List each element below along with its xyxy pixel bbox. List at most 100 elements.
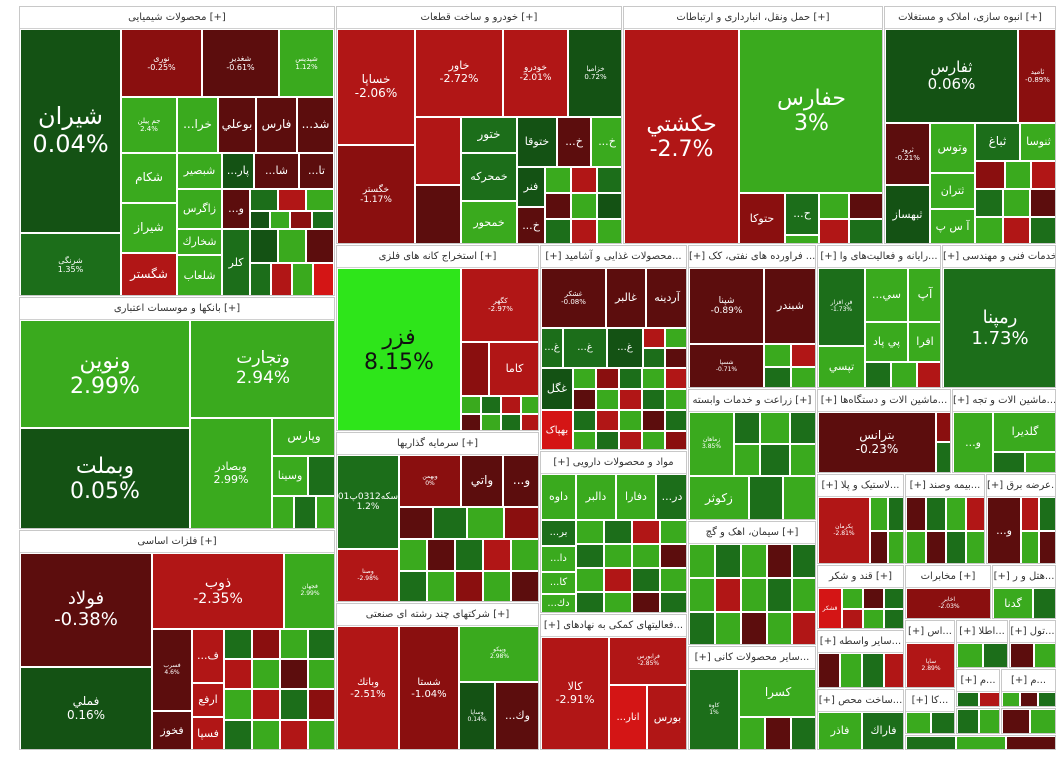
tile-shpdis[interactable]: شپدیس 1.12% [279,29,334,97]
tile-minor[interactable] [1006,736,1055,749]
tile-minor[interactable] [888,531,903,563]
sector-pharma[interactable]: [+] مواد و محصولات دارویی داوه دالبر دفا… [540,451,687,613]
tile-fsros[interactable]: فسرب 4.6% [152,629,192,711]
tile-minor[interactable] [906,497,926,531]
tile-minor[interactable] [1021,497,1039,531]
tile-minor[interactable] [734,412,760,444]
tile-minor[interactable] [936,412,950,442]
tile-vpars[interactable]: وپارس [272,418,334,456]
sector-auto[interactable]: خودرو و ساخت قطعات [+] خساپا -2.06% خاور… [336,6,622,244]
tile-minor[interactable] [715,612,741,644]
tile-vati[interactable]: واتي [461,455,503,507]
sector-mining[interactable]: استخراج کانه های فلزی [+] فزر 8.15% کگهر… [336,245,539,431]
tile-minor[interactable] [224,659,252,689]
tile-minor[interactable] [399,539,427,571]
tile-minor[interactable] [926,497,946,531]
sector-print[interactable]: [+] اطلا... [956,620,1008,668]
tile-minor[interactable] [1031,161,1055,189]
tile-dalber[interactable]: دالبر [576,474,616,520]
tile-minor[interactable] [399,571,427,601]
tile-minor[interactable] [571,219,597,243]
tile-minor[interactable] [966,497,984,531]
tile-minor[interactable] [792,612,815,644]
tile-minor[interactable] [764,344,791,367]
tile-thtran[interactable]: ثتران [930,173,975,209]
tile-minor[interactable] [983,643,1007,667]
tile-tbagh[interactable]: ثباغ [975,123,1020,161]
tile-minor[interactable] [545,167,571,193]
tile-minor[interactable] [224,720,252,749]
tile-minor[interactable] [632,568,660,592]
tile-minor[interactable] [689,612,715,644]
tile-darou[interactable]: داوه [541,474,576,520]
sector-it[interactable]: [+] رایانه و فعالیت‌های وا... فن افزار -… [817,245,941,388]
tile-fanar[interactable]: فنر [517,167,545,207]
tile-minor[interactable] [642,410,665,431]
tile-minor[interactable] [308,720,334,749]
tile-minor[interactable] [888,497,903,531]
tile-minor[interactable] [1002,692,1020,706]
tile-shepna[interactable]: شپنا -0.89% [689,268,764,344]
tile-minor[interactable] [975,161,1005,189]
tile-minor[interactable] [571,167,597,193]
tile-vsapa[interactable]: وساپا 0.14% [459,682,495,749]
tile-minor[interactable] [481,414,501,430]
tile-minor[interactable] [689,544,715,578]
tile-fazr[interactable]: فاذر [818,712,862,749]
sector-minerals[interactable]: [+] سایر محصولات کانی... کاوه 1% كسرا [688,646,816,750]
tile-dfara[interactable]: دفارا [616,474,656,520]
tile-minor[interactable] [689,578,715,612]
tile-d3[interactable]: ...دا [541,546,576,572]
tile-minor[interactable] [521,414,538,430]
tile-ktor[interactable]: ختور [461,117,517,153]
tile-shbasir[interactable]: شبصير [177,153,222,189]
tile-vbank[interactable]: وبانك -2.51% [337,626,399,749]
tile-khavar[interactable]: خاور -2.72% [415,29,503,117]
tile-minor[interactable] [739,717,765,749]
tile-gh3[interactable]: ...غ [607,328,643,368]
tile-shasta[interactable]: شستا -1.04% [399,626,459,749]
tile-thfars[interactable]: ثفارس 0.06% [885,29,1018,123]
sector-misc-2[interactable]: [+] کا... [905,689,955,734]
tile-minor[interactable] [884,653,903,687]
tile-bours[interactable]: بورس [647,685,686,749]
tile-minor[interactable] [665,368,686,389]
tile-shkhark[interactable]: شخارك [177,229,222,255]
tile-minor[interactable] [576,568,604,592]
sector-textile[interactable]: [+] اس... ساپا 2.89% [905,620,955,688]
tile-zob[interactable]: ذوب -2.35% [152,553,284,629]
tile-minor[interactable] [573,389,596,410]
tile-farfo[interactable]: ارفع [192,683,224,717]
tile-fbours[interactable]: فرابورس -2.85% [609,637,686,685]
tile-minor[interactable] [313,263,334,295]
tile-minor[interactable] [1030,709,1055,733]
sector-hotel[interactable]: [+] هتل و ر... گدنا [992,565,1056,619]
tile-minor[interactable] [1025,452,1055,472]
tile-minor[interactable] [819,219,849,243]
tile-pkrman[interactable]: پکرمان -2.81% [818,497,870,563]
tile-minor[interactable] [1033,588,1055,618]
tile-shad[interactable]: ...شد [297,97,334,153]
tile-minor[interactable] [791,717,815,749]
tile-minor[interactable] [818,653,840,687]
tile-textile[interactable]: ساپا 2.89% [906,643,954,687]
tile-minor[interactable] [767,544,792,578]
tile-minor[interactable] [604,544,632,568]
tile-minor[interactable] [597,193,621,219]
tile-minor[interactable] [884,588,903,609]
tile-vbahman[interactable]: وبهمن 0% [399,455,461,507]
tile-ghalbor[interactable]: غالبر [606,268,646,328]
tile-th1[interactable]: ثرود -0.21% [885,123,930,185]
tile-minor[interactable] [280,629,308,659]
tile-kaver[interactable]: کاوه 1% [689,669,739,749]
tile-minor[interactable] [573,431,596,449]
tile-afra[interactable]: افرا [908,322,940,362]
tile-minor[interactable] [957,709,979,733]
tile-minor[interactable] [791,367,815,387]
tile-minor[interactable] [576,544,604,568]
tile-minor[interactable] [956,736,1006,749]
tile-zagros[interactable]: زاگرس [177,189,222,229]
tile-minor[interactable] [957,643,983,667]
tile-minor[interactable] [619,368,642,389]
tile-minor[interactable] [862,653,884,687]
